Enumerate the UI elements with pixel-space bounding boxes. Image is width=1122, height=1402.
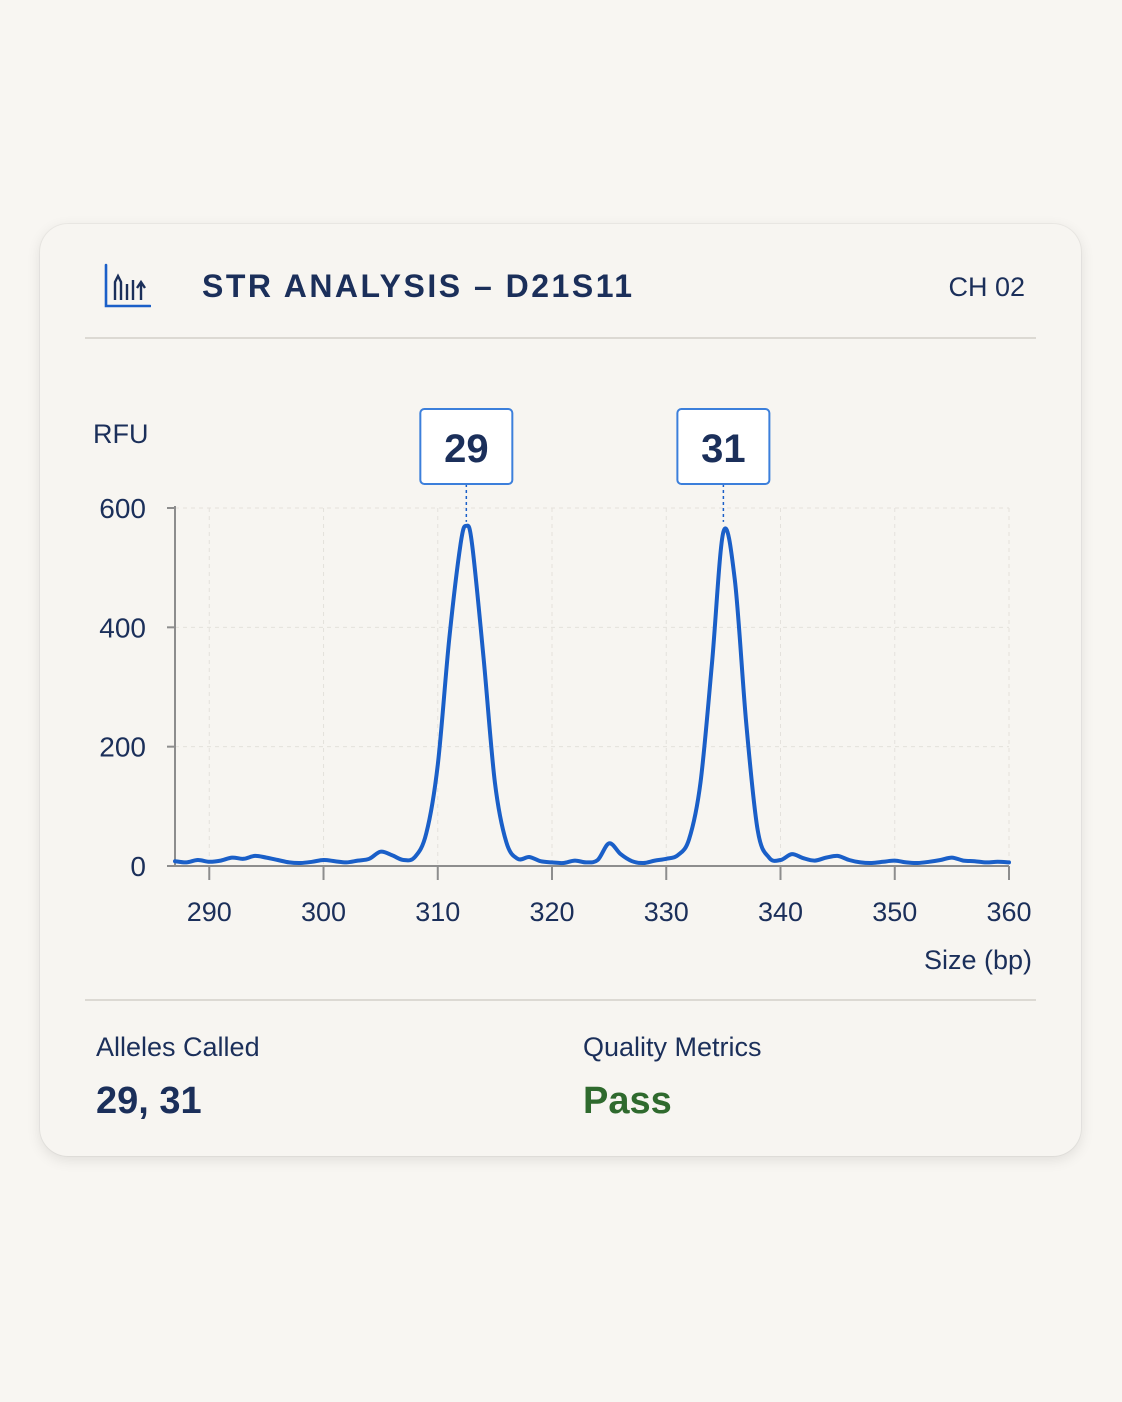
x-axis-label: Size (bp) (924, 945, 1032, 975)
x-tick-label: 350 (872, 897, 917, 927)
y-tick-label: 400 (99, 612, 146, 643)
peak-label: 29 (444, 427, 489, 471)
footer-divider (85, 999, 1036, 1001)
x-tick-label: 290 (187, 897, 232, 927)
x-tick-label: 310 (415, 897, 460, 927)
y-tick-label: 0 (130, 851, 146, 882)
x-tick-label: 360 (986, 897, 1031, 927)
y-tick-label: 600 (99, 493, 146, 524)
x-tick-label: 320 (529, 897, 574, 927)
peak-label-box (676, 408, 771, 485)
x-tick-label: 330 (644, 897, 689, 927)
peak-label: 31 (701, 427, 746, 471)
str-analysis-card: STR ANALYSIS – D21S11 CH 02 0 200 400 600 29… (40, 224, 1081, 1156)
electropherogram-chart: 0 200 400 600 290 300 310 320 330 340 350 360 RFU Siz… (93, 408, 1032, 975)
alleles-called-label: Alleles Called (96, 1032, 260, 1062)
x-tick-label: 340 (758, 897, 803, 927)
peak-label-box (419, 408, 514, 485)
channel-label: CH 02 (948, 272, 1025, 302)
panel-title: STR ANALYSIS – D21S11 (202, 268, 635, 304)
header-divider (85, 337, 1036, 339)
y-axis-label: RFU (93, 419, 149, 449)
peak-chart-icon (104, 263, 151, 308)
alleles-called-value: 29, 31 (96, 1080, 202, 1122)
y-tick-label: 200 (99, 732, 146, 763)
quality-metrics-value: Pass (583, 1080, 672, 1122)
quality-metrics-label: Quality Metrics (583, 1032, 762, 1062)
x-tick-label: 300 (301, 897, 346, 927)
rfu-trace-line (173, 523, 1011, 866)
